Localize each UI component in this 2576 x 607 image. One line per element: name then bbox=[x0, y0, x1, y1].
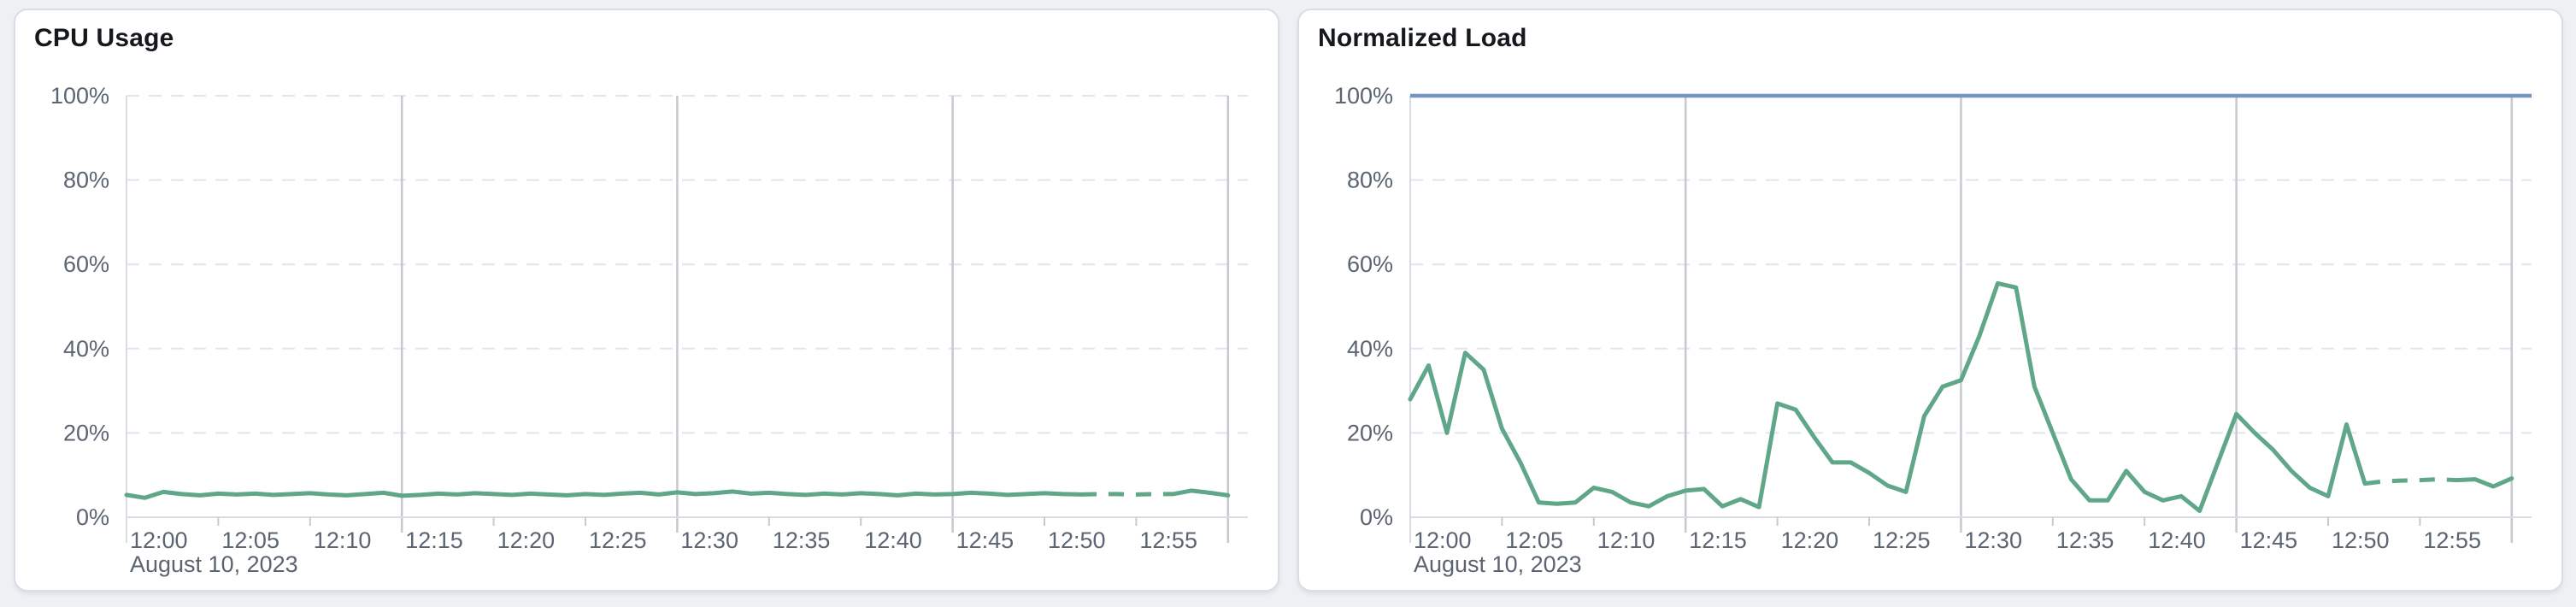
y-tick-label: 100% bbox=[50, 83, 109, 109]
normalized-load-card: Normalized Load 0% 20% 40% 60% 80% 100% 12:00 1… bbox=[1297, 9, 2563, 592]
x-tick-label: 12:40 bbox=[864, 527, 922, 553]
y-tick-label: 80% bbox=[63, 168, 109, 193]
y-tick-label: 60% bbox=[63, 251, 109, 277]
x-tick-label: 12:20 bbox=[1781, 527, 1839, 553]
x-tick-label: 12:40 bbox=[2148, 527, 2206, 553]
date-label: August 10, 2023 bbox=[1414, 551, 1582, 577]
x-tick-label: 12:30 bbox=[680, 527, 738, 553]
x-tick-label: 12:00 bbox=[1414, 527, 1472, 553]
x-tick-label: 12:10 bbox=[314, 527, 372, 553]
chart-title: CPU Usage bbox=[34, 24, 174, 52]
x-tick-label: 12:50 bbox=[1048, 527, 1106, 553]
series-line-dashed bbox=[2364, 477, 2457, 486]
x-tick-label: 12:05 bbox=[1505, 527, 1563, 553]
chart-title: Normalized Load bbox=[1318, 24, 1527, 52]
series-line-solid bbox=[1170, 488, 1231, 498]
y-tick-label: 80% bbox=[1347, 168, 1393, 193]
y-tick-label: 0% bbox=[1360, 504, 1393, 530]
x-tick-label: 12:55 bbox=[1139, 527, 1197, 553]
series-line-dashed bbox=[1080, 492, 1173, 497]
x-tick-label: 12:15 bbox=[405, 527, 463, 553]
x-tick-label: 12:25 bbox=[1873, 527, 1931, 553]
date-label: August 10, 2023 bbox=[130, 551, 298, 577]
series-line-solid bbox=[1408, 280, 2367, 514]
x-tick-label: 12:25 bbox=[589, 527, 647, 553]
x-tick-label: 12:35 bbox=[2056, 527, 2114, 553]
x-tick-label: 12:55 bbox=[2423, 527, 2481, 553]
series-line-solid bbox=[2454, 476, 2514, 489]
x-tick-label: 12:05 bbox=[221, 527, 279, 553]
y-tick-label: 100% bbox=[1334, 83, 1393, 109]
cpu-usage-card: CPU Usage 0% 20% 40% 60% 80% 100% 12:00 12:05 12… bbox=[14, 9, 1279, 592]
x-tick-label: 12:10 bbox=[1597, 527, 1656, 553]
y-tick-label: 40% bbox=[63, 336, 109, 362]
series-line-solid bbox=[124, 489, 1084, 500]
x-tick-label: 12:45 bbox=[2240, 527, 2298, 553]
y-tick-label: 20% bbox=[1347, 420, 1393, 445]
x-tick-label: 12:45 bbox=[956, 527, 1015, 553]
normalized-load-chart[interactable]: 0% 20% 40% 60% 80% 100% 12:00 12:05 12:10 12:15 12… bbox=[1299, 10, 2561, 590]
x-tick-label: 12:15 bbox=[1689, 527, 1747, 553]
y-tick-label: 0% bbox=[76, 504, 109, 530]
cpu-usage-chart[interactable]: 0% 20% 40% 60% 80% 100% 12:00 12:05 12:10 12:15 12… bbox=[15, 10, 1278, 590]
x-tick-label: 12:50 bbox=[2332, 527, 2390, 553]
x-tick-label: 12:30 bbox=[1964, 527, 2022, 553]
y-tick-label: 40% bbox=[1347, 336, 1393, 362]
y-tick-label: 20% bbox=[63, 420, 109, 445]
x-tick-label: 12:35 bbox=[773, 527, 831, 553]
x-tick-label: 12:20 bbox=[497, 527, 556, 553]
x-tick-label: 12:00 bbox=[130, 527, 188, 553]
y-tick-label: 60% bbox=[1347, 251, 1393, 277]
